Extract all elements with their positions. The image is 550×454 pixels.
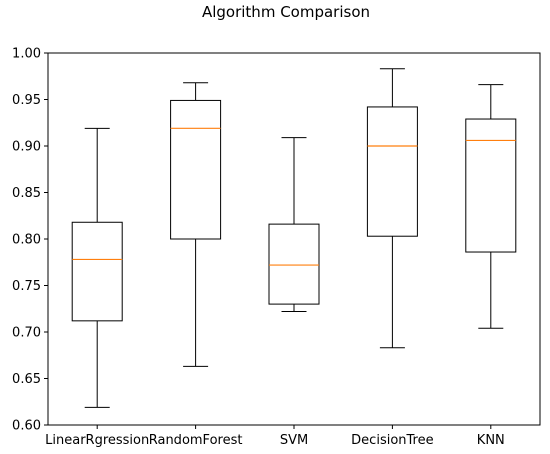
y-tick-label: 0.60 — [12, 419, 41, 434]
x-tick-label: DecisionTree — [351, 433, 433, 448]
y-tick-label: 1.00 — [12, 47, 41, 62]
y-tick-label: 0.75 — [12, 279, 41, 294]
iqr-box — [71, 221, 123, 322]
iqr-box — [366, 106, 418, 237]
x-tick-label: SVM — [280, 433, 308, 448]
x-tick-label: RandomForest — [149, 433, 243, 448]
y-tick-label: 0.65 — [12, 372, 41, 387]
iqr-box — [170, 99, 222, 240]
iqr-box — [268, 223, 320, 305]
y-tick-label: 0.70 — [12, 326, 41, 341]
chart-title: Algorithm Comparison — [202, 3, 370, 21]
plot-area: 0.60 0.65 0.70 0.75 0.80 0.85 0.90 0.95 1.00 Line… — [12, 47, 541, 448]
y-tick-label: 0.85 — [12, 186, 41, 201]
x-tick-label: KNN — [477, 433, 505, 448]
x-tick-label: LinearRgression — [45, 433, 149, 448]
y-tick-label: 0.80 — [12, 233, 41, 248]
y-tick-label: 0.90 — [12, 140, 41, 155]
y-tick-label: 0.95 — [12, 93, 41, 108]
iqr-box — [465, 118, 517, 253]
